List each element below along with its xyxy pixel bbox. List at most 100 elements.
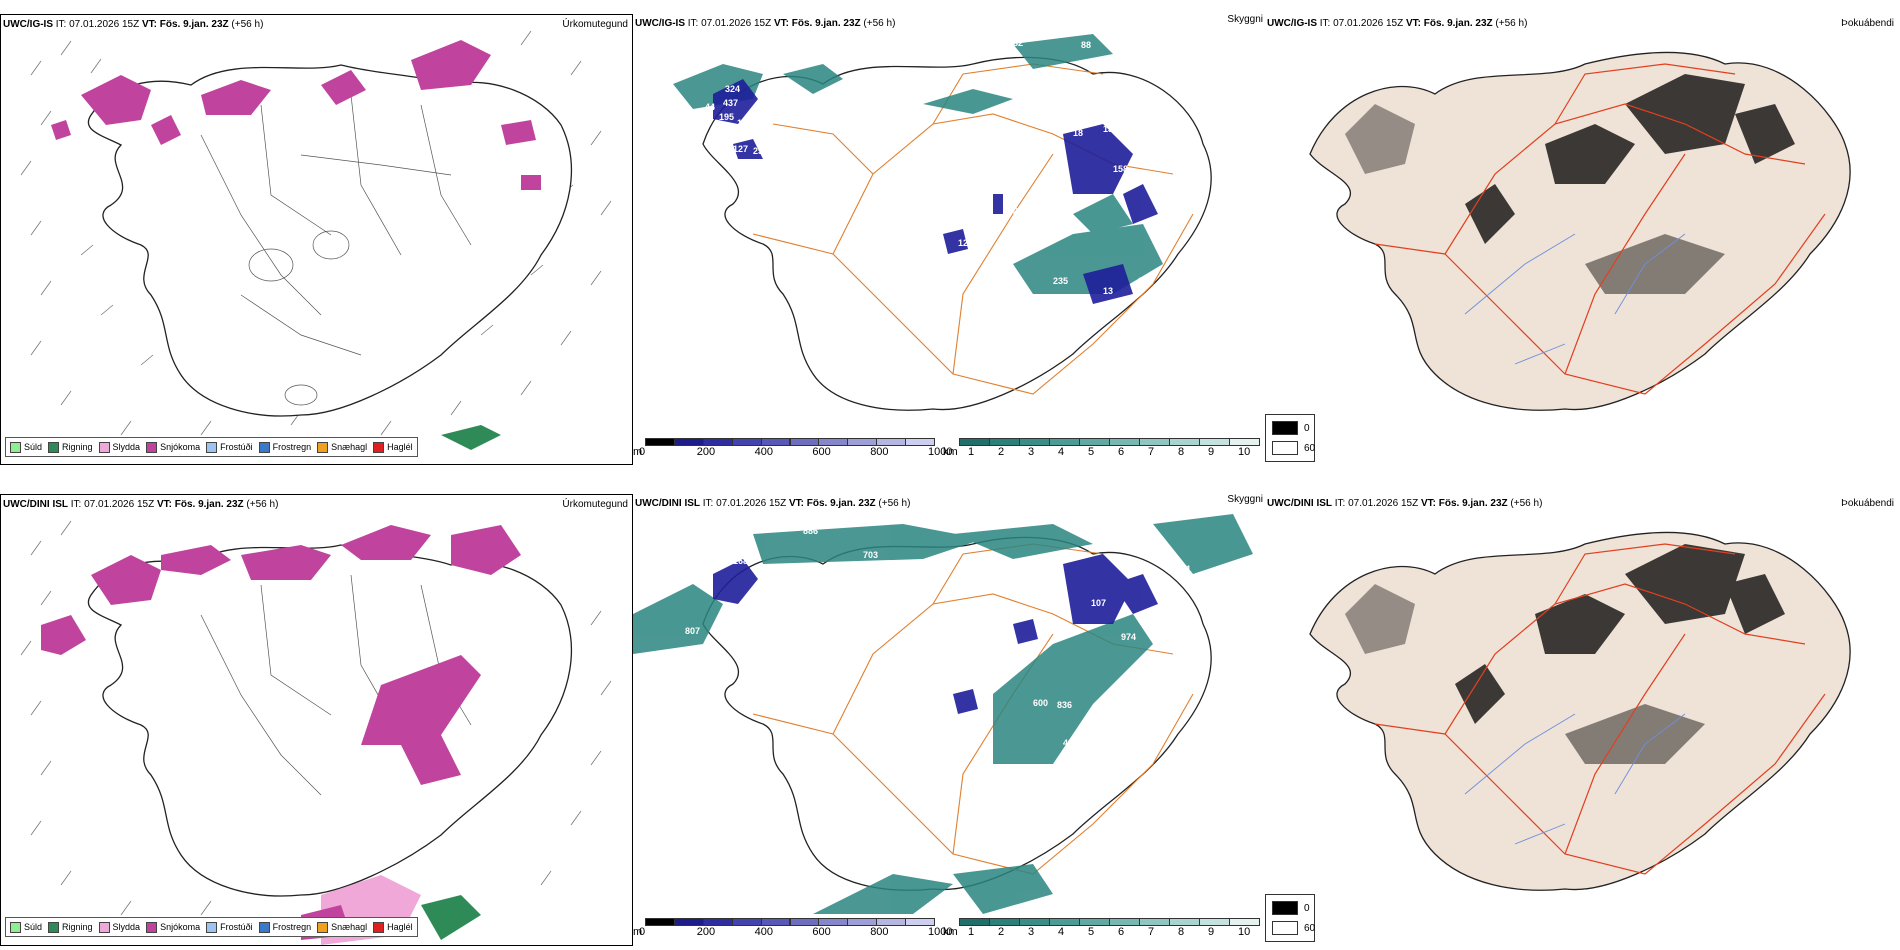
legend-item: Frostúði [206, 921, 253, 933]
legend-label: Frostregn [272, 442, 312, 452]
cloud-value-label: 43 [1063, 738, 1073, 748]
legend-item: Frostregn [258, 921, 312, 933]
colorbar-tick: 8 [1178, 926, 1185, 938]
legend-swatch [98, 921, 110, 933]
legend-swatch [206, 921, 218, 933]
colorbar-segment [789, 918, 820, 926]
colorbar-segment [673, 438, 704, 446]
colorbar-tick: 1000 [928, 446, 953, 458]
colorbar-segment [876, 438, 907, 446]
cloud-value-label: 588 [783, 586, 798, 596]
colorbar-tick: 0 [639, 926, 646, 938]
colorbar-segment [760, 438, 791, 446]
visibility-colorbar: km 1 2 3 4 5 6 7 8 9 10 [943, 918, 1263, 940]
panel-variable: Skyggni [1227, 14, 1263, 25]
cloud-value-label: 13 [1103, 286, 1113, 296]
colorbar-segment [1019, 918, 1050, 926]
legend-label: Snæhagl [331, 442, 368, 452]
colorbar-segment [760, 918, 791, 926]
cloud-value-label: 124 [947, 718, 962, 728]
legend-label: Haglél [387, 922, 413, 932]
legend-item: Frostúði [206, 441, 253, 453]
colorbar-segment [989, 918, 1020, 926]
legend-item: Rigning [48, 921, 93, 933]
legend-label: Frostregn [272, 922, 312, 932]
panel-title: UWC/DINI ISL IT: 07.01.2026 15Z VT: Fös.… [3, 499, 279, 510]
cloud-panel-top: 82 88 324 437 44 195 122 127 25 202 18 1… [633, 14, 1265, 465]
colorbar-tick: 7 [1148, 926, 1155, 938]
colorbar-segment [702, 438, 733, 446]
legend-swatch [10, 921, 21, 933]
colorbar-segment [1109, 438, 1140, 446]
colorbar-segment [959, 438, 990, 446]
colorbar-segment [1199, 918, 1230, 926]
cloud-value-label: 18 [1073, 128, 1083, 138]
panel-title: UWC/IG-IS IT: 07.01.2026 15Z VT: Fös. 9.… [635, 18, 896, 29]
legend-label: Haglél [387, 442, 413, 452]
colorbar-segment [1229, 438, 1260, 446]
colorbar-segment [876, 918, 907, 926]
cloud-value-label: 27 [1133, 510, 1143, 520]
cloud-value-label: 974 [1121, 632, 1136, 642]
colorbar-tick: 3 [1028, 446, 1035, 458]
fog-legend-high: 60 [1304, 923, 1316, 934]
cloud-value-label: 195 [719, 112, 734, 122]
cloud-value-label: 703 [863, 550, 878, 560]
legend-label: Snjókoma [160, 442, 201, 452]
legend-swatch [317, 921, 329, 933]
legend-swatch [373, 921, 385, 933]
colorbar-segment [1199, 438, 1230, 446]
panel-variable: Skyggni [1227, 494, 1263, 505]
legend-label: Rigning [62, 922, 93, 932]
legend-item: Rigning [48, 441, 93, 453]
cloud-value-label: 159 [1063, 294, 1078, 304]
panel-variable: Þokuábendi [1841, 18, 1894, 29]
legend-item: Slydda [98, 921, 141, 933]
colorbar-segment [1109, 918, 1140, 926]
panel-title: UWC/DINI ISL IT: 07.01.2026 15Z VT: Fös.… [635, 498, 911, 509]
colorbar-tick: 0 [639, 446, 646, 458]
cloud-value-label: 127 [733, 144, 748, 154]
fog-legend-low: 0 [1304, 903, 1310, 914]
cloud-value-label: 13 [1103, 124, 1113, 134]
legend-label: Rigning [62, 442, 93, 452]
precip-type-panel-bottom: UWC/DINI ISL IT: 07.01.2026 15Z VT: Fös.… [0, 494, 633, 946]
colorbar-segment [989, 438, 1020, 446]
legend-item: Snæhagl [317, 441, 368, 453]
cloud-value-label: 122 [737, 118, 752, 128]
legend-swatch [317, 441, 329, 453]
legend-item: Súld [10, 441, 42, 453]
cloud-value-label: 114 [753, 608, 768, 618]
cloud-value-label: 807 [685, 626, 700, 636]
cloud-value-label: 158 [1113, 164, 1128, 174]
colorbar-tick: 5 [1088, 926, 1095, 938]
colorbar-segment [1139, 918, 1170, 926]
cloud-value-label: 25 [753, 146, 763, 156]
legend-label: Súld [24, 922, 43, 932]
cloud-value-label: 103 [1178, 156, 1193, 166]
legend-item: Haglél [373, 921, 413, 933]
colorbar-segment [1169, 918, 1200, 926]
cloud-value-label: 237 [1013, 206, 1028, 216]
legend-swatch [373, 441, 385, 453]
legend-item: Snjókoma [146, 921, 201, 933]
cloud-map-bottom: 228 886 168 703 807 588 114 107 974 474 … [633, 510, 1253, 914]
legend-label: Slydda [112, 922, 141, 932]
legend-swatch [258, 921, 270, 933]
legend-label: Frostúði [220, 922, 253, 932]
colorbar-tick: 800 [870, 446, 889, 458]
colorbar-tick: 9 [1208, 446, 1215, 458]
cloud-value-label: 228 [733, 538, 748, 548]
cloud-value-label: 836 [1057, 700, 1072, 710]
fog-legend-light [1272, 921, 1298, 935]
fog-legend: 0 60 [1265, 894, 1315, 942]
cloud-value-label: 202 [755, 158, 770, 168]
colorbar-segment [905, 918, 935, 926]
iceland-outline [87, 544, 572, 897]
legend-label: Snjókoma [160, 922, 201, 932]
fog-legend-high: 60 [1304, 443, 1316, 454]
legend-item: Haglél [373, 441, 413, 453]
cloud-value-label: 12 [958, 238, 968, 248]
colorbar-tick: 10 [1238, 926, 1251, 938]
fog-legend-dark [1272, 901, 1298, 915]
